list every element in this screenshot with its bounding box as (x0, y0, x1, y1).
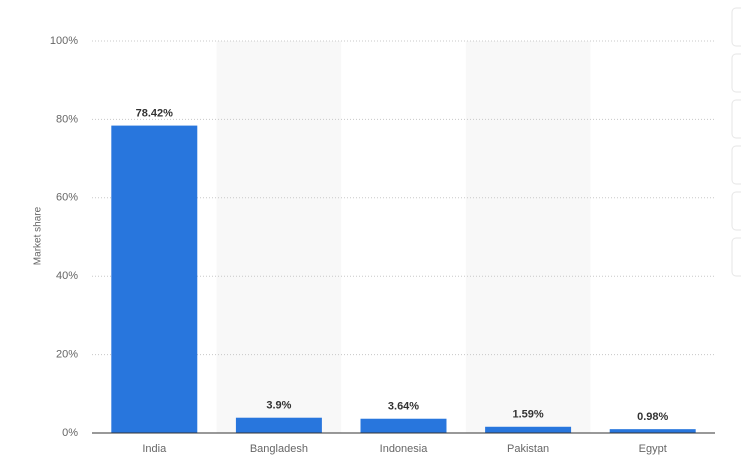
x-tick-label: Egypt (639, 443, 667, 455)
bar (235, 417, 322, 433)
side-button[interactable] (731, 237, 741, 277)
y-tick-label: 20% (56, 349, 78, 361)
bands (216, 41, 591, 433)
value-label: 3.9% (266, 400, 291, 412)
side-button[interactable] (731, 7, 741, 47)
y-tick-label: 0% (62, 427, 78, 439)
side-button[interactable] (731, 99, 741, 139)
y-tick-label: 60% (56, 192, 78, 204)
side-button[interactable] (731, 145, 741, 185)
x-tick-label: Pakistan (507, 443, 549, 455)
bar (111, 125, 198, 433)
band-shade (465, 41, 591, 433)
x-tick-label: Bangladesh (250, 443, 308, 455)
value-label: 1.59% (512, 409, 543, 421)
value-label: 3.64% (388, 401, 419, 413)
y-axis-label: Market share (33, 206, 44, 265)
bar (609, 429, 696, 433)
y-tick-label: 40% (56, 270, 78, 282)
side-button[interactable] (731, 191, 741, 231)
bar (360, 418, 447, 433)
x-tick-label: India (142, 443, 167, 455)
x-tick-label: Indonesia (380, 443, 429, 455)
bar (485, 426, 572, 433)
value-label: 0.98% (637, 411, 668, 423)
band-shade (216, 41, 342, 433)
side-button[interactable] (731, 53, 741, 93)
y-tick-label: 100% (50, 35, 78, 47)
value-label: 78.42% (136, 107, 174, 119)
y-tick-label: 80% (56, 113, 78, 125)
